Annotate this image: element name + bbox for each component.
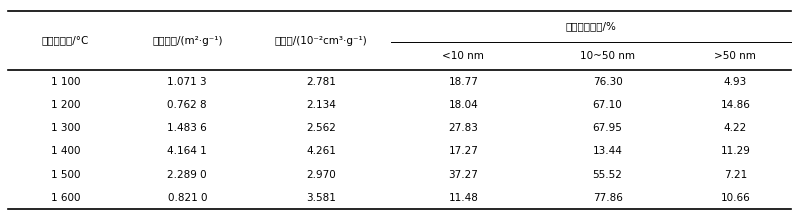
Text: 孔容积/(10⁻²cm³·g⁻¹): 孔容积/(10⁻²cm³·g⁻¹) — [275, 36, 368, 46]
Text: 比表面积/(m²·g⁻¹): 比表面积/(m²·g⁻¹) — [152, 36, 222, 46]
Text: 孔径数量占比/%: 孔径数量占比/% — [566, 21, 617, 31]
Text: 2.134: 2.134 — [306, 100, 336, 110]
Text: 1 400: 1 400 — [51, 146, 81, 157]
Text: 4.261: 4.261 — [306, 146, 336, 157]
Text: 67.95: 67.95 — [593, 123, 622, 133]
Text: 55.52: 55.52 — [593, 170, 622, 180]
Text: 4.164 1: 4.164 1 — [167, 146, 207, 157]
Text: 4.93: 4.93 — [724, 77, 747, 87]
Text: 1 300: 1 300 — [51, 123, 81, 133]
Text: 37.27: 37.27 — [448, 170, 479, 180]
Text: 2.970: 2.970 — [306, 170, 336, 180]
Text: 18.04: 18.04 — [448, 100, 479, 110]
Text: 2.562: 2.562 — [306, 123, 336, 133]
Text: 1 200: 1 200 — [51, 100, 81, 110]
Text: 0.821 0: 0.821 0 — [168, 193, 207, 203]
Text: <10 nm: <10 nm — [443, 51, 484, 61]
Text: 10.66: 10.66 — [721, 193, 750, 203]
Text: 27.83: 27.83 — [448, 123, 479, 133]
Text: 1.483 6: 1.483 6 — [167, 123, 207, 133]
Text: 14.86: 14.86 — [721, 100, 750, 110]
Text: 13.44: 13.44 — [593, 146, 622, 157]
Text: 1 100: 1 100 — [51, 77, 81, 87]
Text: 石墨化温度/°C: 石墨化温度/°C — [42, 36, 89, 46]
Text: >50 nm: >50 nm — [714, 51, 757, 61]
Text: 18.77: 18.77 — [448, 77, 479, 87]
Text: 76.30: 76.30 — [593, 77, 622, 87]
Text: 7.21: 7.21 — [724, 170, 747, 180]
Text: 2.781: 2.781 — [306, 77, 336, 87]
Text: 77.86: 77.86 — [593, 193, 622, 203]
Text: 11.48: 11.48 — [448, 193, 479, 203]
Text: 2.289 0: 2.289 0 — [168, 170, 207, 180]
Text: 67.10: 67.10 — [593, 100, 622, 110]
Text: 11.29: 11.29 — [721, 146, 750, 157]
Text: 0.762 8: 0.762 8 — [168, 100, 207, 110]
Text: 3.581: 3.581 — [306, 193, 336, 203]
Text: 1.071 3: 1.071 3 — [168, 77, 207, 87]
Text: 1 600: 1 600 — [51, 193, 81, 203]
Text: 4.22: 4.22 — [724, 123, 747, 133]
Text: 10~50 nm: 10~50 nm — [580, 51, 635, 61]
Text: 17.27: 17.27 — [448, 146, 479, 157]
Text: 1 500: 1 500 — [51, 170, 81, 180]
